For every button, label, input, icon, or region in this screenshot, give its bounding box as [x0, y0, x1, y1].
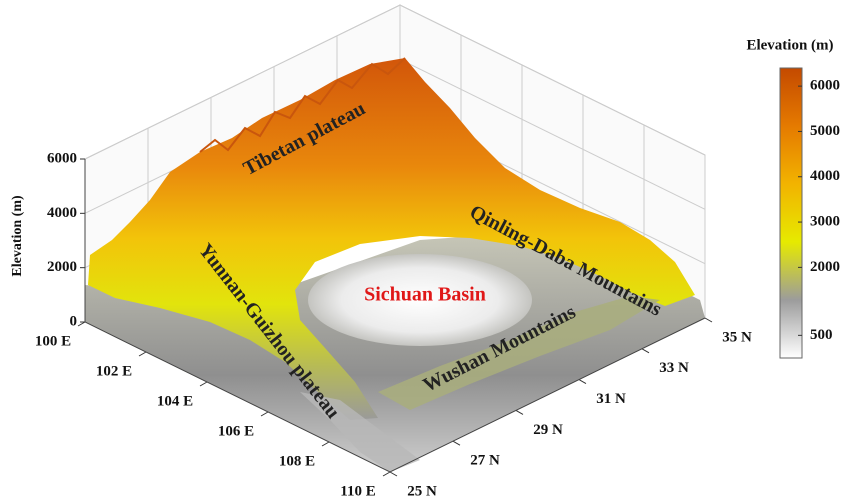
z-tick-label: 2000: [47, 259, 77, 275]
y-tick: [516, 410, 523, 414]
y-tick: [579, 380, 586, 384]
x-tick: [383, 472, 390, 476]
colorbar-label: Elevation (m): [746, 37, 833, 53]
annotation: Sichuan Basin: [364, 284, 486, 306]
y-tick: [642, 349, 649, 353]
colorbar-tick-label: 5000: [810, 123, 840, 139]
x-tick-label: 108 E: [279, 453, 315, 469]
x-tick: [78, 322, 85, 326]
y-tick-label: 25 N: [407, 483, 437, 499]
z-axis-label: Elevation (m): [10, 195, 25, 277]
y-tick: [390, 472, 397, 476]
x-tick-label: 102 E: [96, 363, 132, 379]
x-tick: [261, 412, 268, 416]
colorbar-tick-label: 3000: [810, 214, 840, 230]
z-tick-label: 4000: [47, 205, 77, 221]
y-tick-label: 27 N: [470, 453, 500, 469]
y-tick-label: 35 N: [722, 329, 752, 345]
x-tick: [322, 442, 329, 446]
y-tick-label: 29 N: [533, 422, 563, 438]
colorbar-tick-label: 4000: [810, 168, 840, 184]
y-tick-label: 33 N: [659, 360, 689, 376]
colorbar-tick-label: 6000: [810, 78, 840, 94]
x-tick-label: 106 E: [218, 423, 254, 439]
x-tick: [139, 352, 146, 356]
x-tick-label: 110 E: [340, 483, 375, 499]
chart: Elevation (m) Elevation (m) 0 2000 4000 600…: [0, 0, 845, 501]
y-tick: [453, 441, 460, 445]
y-tick: [705, 318, 712, 322]
y-tick-label: 31 N: [596, 391, 626, 407]
z-tick-label: 0: [70, 313, 78, 329]
colorbar-tick-label: 500: [810, 327, 833, 343]
colorbar-tick-label: 2000: [810, 259, 840, 275]
x-tick: [200, 382, 207, 386]
colorbar: [780, 68, 802, 358]
z-tick-label: 6000: [47, 150, 77, 166]
x-tick-label: 104 E: [157, 393, 193, 409]
x-tick-label: 100 E: [35, 333, 71, 349]
